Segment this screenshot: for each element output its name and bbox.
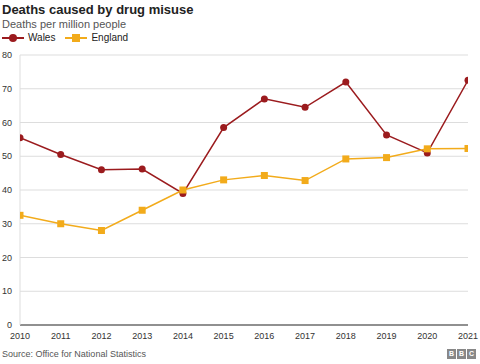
svg-text:80: 80 <box>8 50 12 60</box>
svg-text:50: 50 <box>8 151 12 161</box>
svg-text:2017: 2017 <box>295 331 315 341</box>
html-text:B: B <box>449 350 454 357</box>
svg-text:2010: 2010 <box>10 331 30 341</box>
html-text:B: B <box>459 350 464 357</box>
html-text:C: C <box>469 350 474 357</box>
svg-text:60: 60 <box>8 118 12 128</box>
svg-text:0: 0 <box>8 320 12 330</box>
html-text:England: England <box>91 32 129 43</box>
svg-text:2016: 2016 <box>254 331 274 341</box>
svg-text:2013: 2013 <box>132 331 152 341</box>
svg-text:40: 40 <box>8 185 12 195</box>
svg-text:20: 20 <box>8 253 12 263</box>
svg-text:10: 10 <box>8 286 12 296</box>
html-text:Deaths per million people: Deaths per million people <box>2 18 127 30</box>
html-text:Source: Office for National St: Source: Office for National Statistics <box>2 349 146 359</box>
html-text:Deaths caused by drug misuse: Deaths caused by drug misuse <box>2 2 194 17</box>
svg-text:70: 70 <box>8 84 12 94</box>
svg-text:2019: 2019 <box>377 331 397 341</box>
svg-text:2018: 2018 <box>336 331 356 341</box>
svg-text:2021: 2021 <box>458 331 472 341</box>
html-text:Wales: Wales <box>28 32 56 43</box>
svg-text:2014: 2014 <box>173 331 193 341</box>
svg-text:2011: 2011 <box>51 331 70 341</box>
svg-text:2012: 2012 <box>91 331 111 341</box>
svg-text:30: 30 <box>8 219 12 229</box>
svg-text:2015: 2015 <box>214 331 234 341</box>
svg-text:2020: 2020 <box>417 331 437 341</box>
